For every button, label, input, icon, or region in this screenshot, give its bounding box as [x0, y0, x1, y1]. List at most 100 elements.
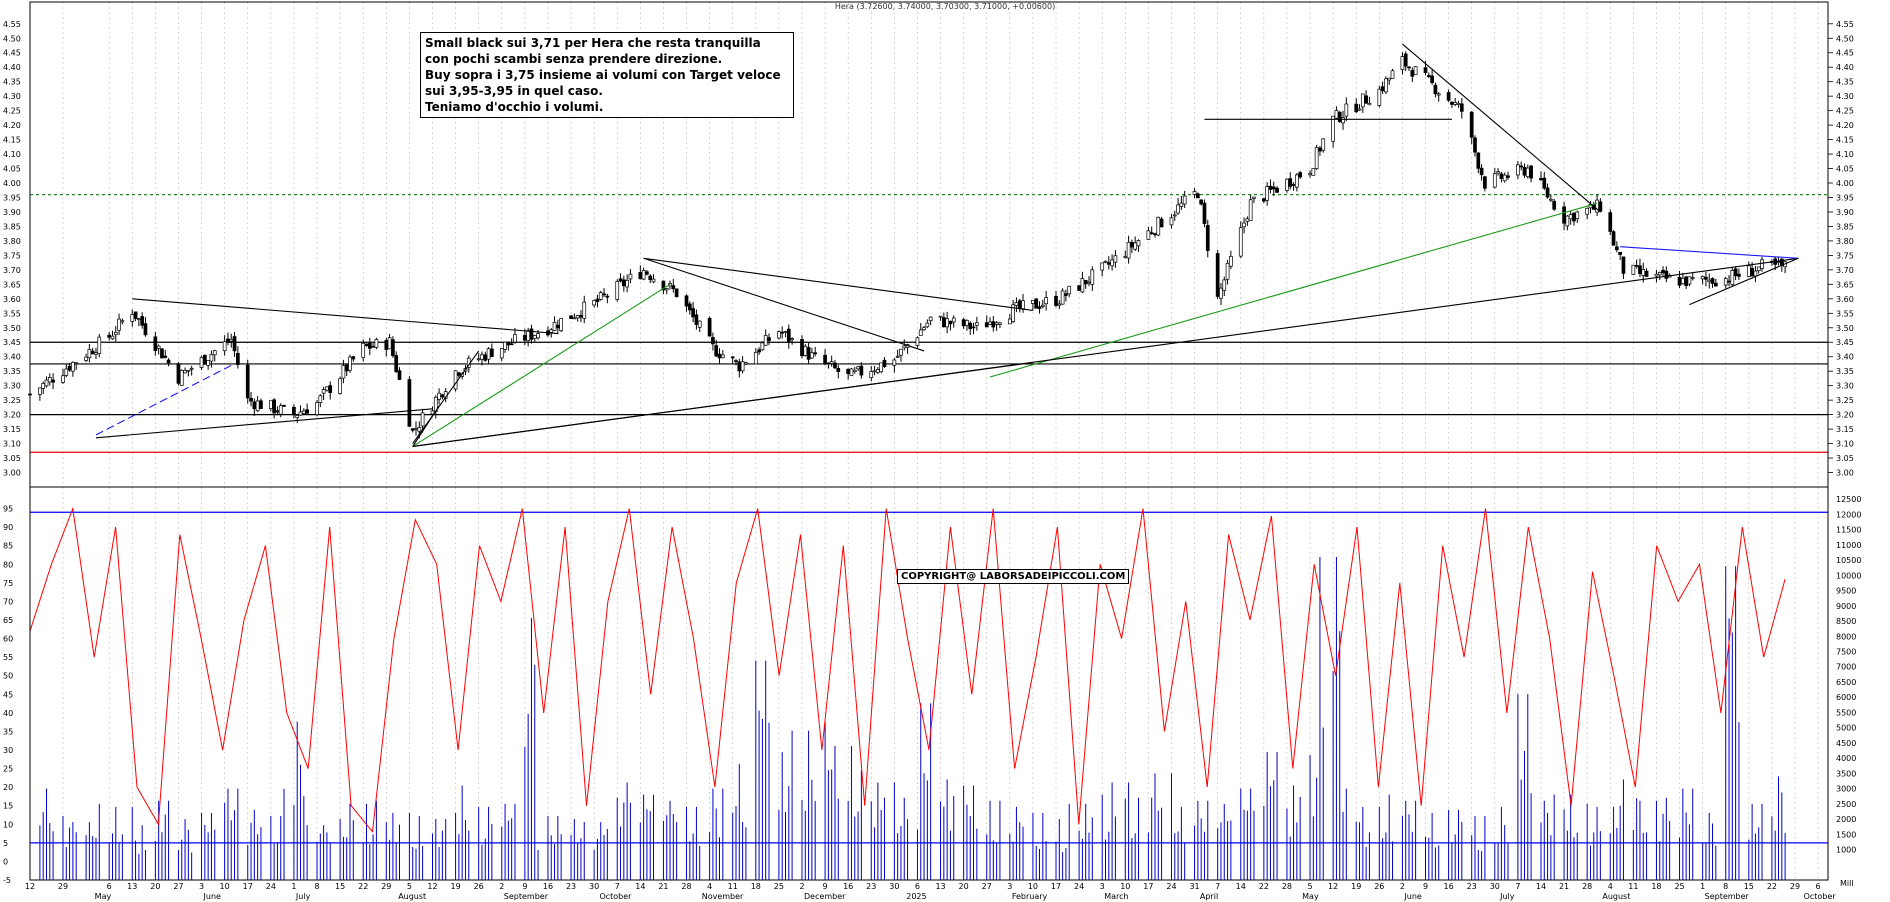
y-price-tick-right: 4.50 — [1836, 34, 1854, 43]
volume-tick: 5000 — [1836, 724, 1856, 733]
x-day-tick: 2 — [499, 882, 504, 891]
candle-body — [869, 371, 874, 379]
candle-body — [879, 362, 884, 373]
candle-body — [961, 319, 966, 327]
x-day-tick: 7 — [1515, 882, 1520, 891]
candle-body — [1707, 279, 1712, 283]
candle-body — [1064, 293, 1068, 296]
x-day-tick: 7 — [615, 882, 620, 891]
candle-body — [1265, 186, 1270, 201]
candle-body — [1426, 75, 1431, 77]
candle-body — [1123, 255, 1128, 258]
x-month-label: October — [599, 892, 632, 901]
candle-body — [1733, 268, 1738, 277]
x-day-tick: 30 — [889, 882, 899, 891]
candle-body — [707, 317, 712, 337]
candle-body — [674, 288, 679, 298]
stoch-tick: 90 — [3, 523, 13, 532]
candle-body — [163, 355, 168, 358]
candle-body — [1496, 171, 1500, 174]
candle-body — [984, 322, 989, 328]
candle-body — [902, 345, 907, 349]
candle-body — [691, 308, 695, 318]
candle-body — [1407, 66, 1411, 69]
candle-body — [1222, 279, 1227, 291]
candle-body — [899, 348, 903, 356]
candle-body — [1519, 165, 1524, 168]
candle-body — [856, 366, 860, 370]
candle-body — [1608, 212, 1613, 232]
candle-body — [278, 405, 283, 415]
x-day-tick: 17 — [243, 882, 253, 891]
candle-body — [526, 330, 531, 342]
candle-body — [786, 328, 791, 343]
candle-body — [767, 337, 771, 341]
candle-body — [1615, 246, 1619, 251]
candle-body — [625, 280, 629, 288]
candle-body — [694, 314, 699, 325]
y-price-tick-right: 3.15 — [1836, 425, 1854, 434]
volume-tick: 10500 — [1836, 556, 1861, 565]
candle-body — [925, 322, 930, 328]
candle-body — [529, 328, 534, 340]
x-day-tick: 8 — [1723, 882, 1728, 891]
candle-body — [1644, 270, 1649, 277]
candle-body — [661, 280, 666, 291]
candle-body — [951, 317, 956, 323]
copyright-label: COPYRIGHT@ LABORSADEIPICCOLI.COM — [897, 569, 1130, 584]
x-day-tick: 16 — [1444, 882, 1454, 891]
candle-body — [1271, 186, 1276, 190]
candle-body — [641, 269, 646, 280]
candle-body — [928, 316, 933, 321]
candle-body — [480, 354, 484, 360]
y-price-tick-left: 3.65 — [3, 280, 21, 289]
candle-body — [1113, 255, 1118, 263]
y-price-tick-right: 3.00 — [1836, 469, 1854, 478]
stoch-tick: 30 — [3, 746, 13, 755]
candle-body — [1760, 259, 1764, 269]
candle-body — [579, 314, 583, 318]
candle-body — [833, 362, 837, 369]
candle-body — [351, 356, 356, 360]
y-price-tick-right: 4.10 — [1836, 150, 1854, 159]
candle-body — [1192, 191, 1197, 195]
candle-body — [1196, 193, 1200, 199]
x-day-tick: 3 — [199, 882, 204, 891]
x-day-tick: 20 — [959, 882, 969, 891]
candle-body — [918, 329, 923, 336]
x-month-label: May — [95, 892, 112, 901]
candle-body — [282, 404, 286, 407]
x-day-tick: 12 — [25, 882, 35, 891]
candle-body — [941, 317, 946, 328]
candle-body — [1727, 280, 1731, 283]
x-day-tick: 14 — [1236, 882, 1246, 891]
x-day-tick: 15 — [1744, 882, 1754, 891]
y-price-tick-left: 3.00 — [3, 469, 21, 478]
stoch-tick: 45 — [3, 690, 13, 699]
candle-body — [295, 415, 300, 418]
x-day-tick: 25 — [1674, 882, 1684, 891]
y-price-tick-right: 3.55 — [1836, 309, 1854, 318]
stoch-tick: 10 — [3, 820, 13, 829]
candle-body — [737, 361, 742, 372]
candle-body — [1337, 111, 1342, 122]
candle-body — [846, 368, 851, 374]
x-day-tick: 3 — [1007, 882, 1012, 891]
candle-body — [1242, 222, 1246, 228]
stoch-tick: 40 — [3, 709, 13, 718]
candle-body — [777, 331, 781, 339]
x-day-tick: 6 — [107, 882, 112, 891]
volume-tick: 10000 — [1836, 571, 1861, 580]
volume-tick: 4500 — [1836, 739, 1856, 748]
x-day-tick: 28 — [1282, 882, 1292, 891]
candle-body — [292, 406, 296, 416]
candle-body — [536, 333, 540, 339]
candle-body — [582, 301, 587, 319]
candle-body — [1103, 260, 1108, 263]
stoch-tick: -5 — [3, 876, 11, 885]
candle-body — [826, 362, 831, 365]
candle-body — [1083, 279, 1088, 285]
x-day-tick: 6 — [915, 882, 920, 891]
candle-body — [549, 329, 554, 333]
candle-body — [1159, 218, 1164, 228]
